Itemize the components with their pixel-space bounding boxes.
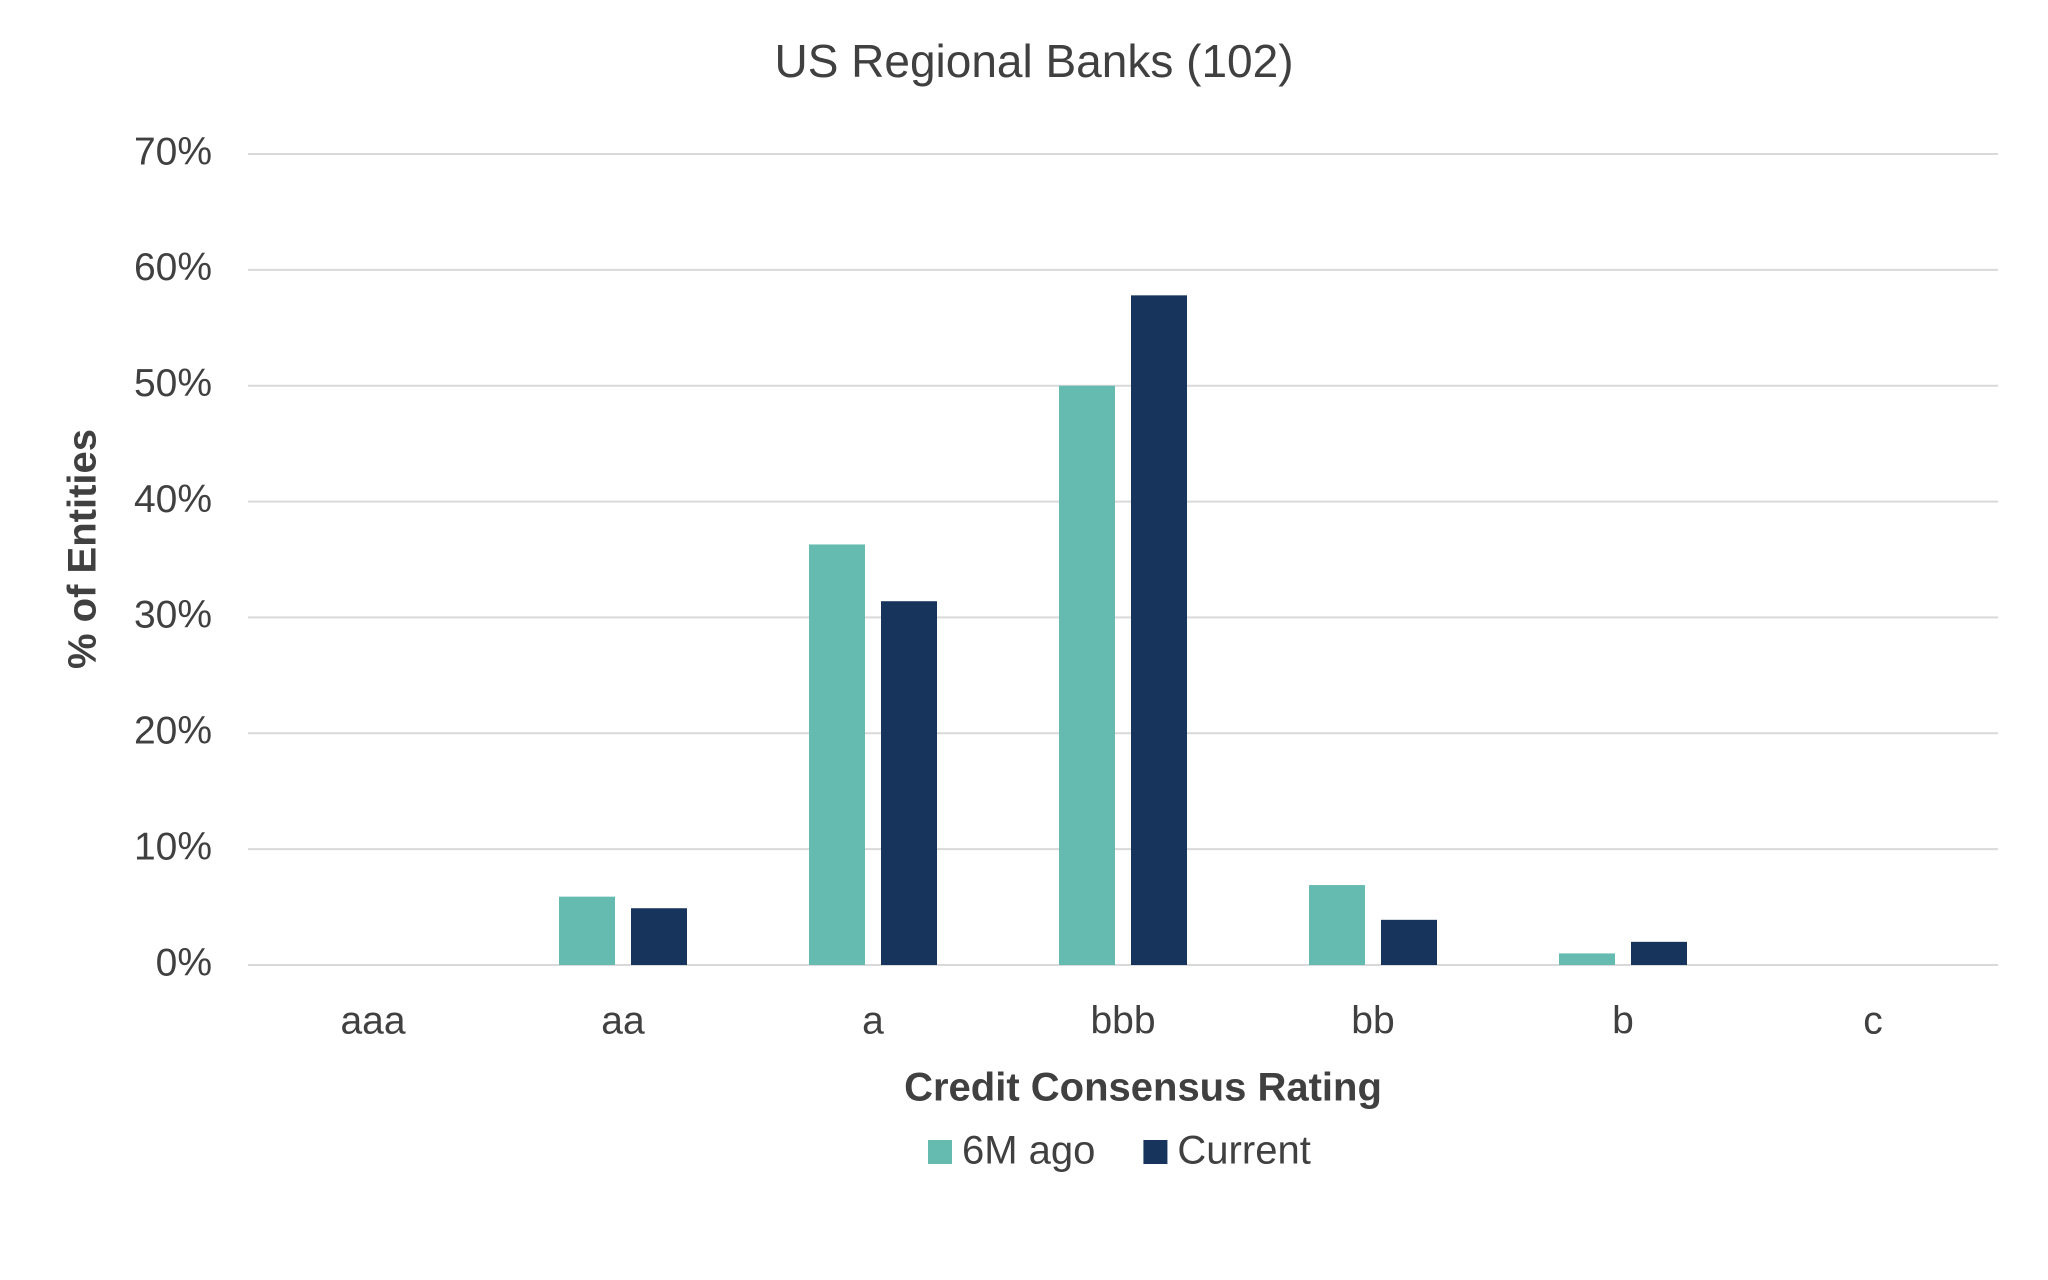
x-tick-label: bbb [1090, 999, 1155, 1042]
legend-swatch [928, 1140, 952, 1164]
x-tick-label: aa [601, 999, 645, 1042]
bar [1059, 385, 1115, 965]
chart-title: US Regional Banks (102) [774, 35, 1293, 87]
legend-swatch [1143, 1140, 1168, 1164]
y-tick-label: 40% [134, 478, 212, 521]
y-axis-title: % of Entities [61, 429, 105, 669]
bar [809, 544, 865, 965]
y-tick-label: 50% [134, 362, 212, 405]
y-tick-label: 60% [134, 246, 212, 289]
x-tick-label: c [1863, 999, 1883, 1042]
y-tick-label: 30% [134, 594, 212, 637]
y-tick-label: 20% [134, 710, 212, 753]
bar [631, 908, 687, 965]
bar [1309, 885, 1365, 965]
bar [1631, 941, 1687, 965]
x-tick-label: b [1612, 999, 1634, 1042]
bar [559, 896, 615, 965]
legend-label: Current [1177, 1129, 1310, 1173]
x-axis-title: Credit Consensus Rating [904, 1066, 1382, 1110]
bar [1559, 953, 1615, 965]
legend-label: 6M ago [962, 1129, 1095, 1173]
x-tick-label: aaa [340, 999, 405, 1042]
x-tick-label: bb [1351, 999, 1394, 1042]
bar [1381, 919, 1437, 965]
bar [1131, 295, 1187, 965]
y-tick-label: 70% [134, 130, 212, 173]
bar [881, 601, 937, 965]
y-tick-label: 10% [134, 825, 212, 868]
y-tick-label: 0% [156, 941, 212, 984]
x-tick-label: a [862, 999, 884, 1042]
